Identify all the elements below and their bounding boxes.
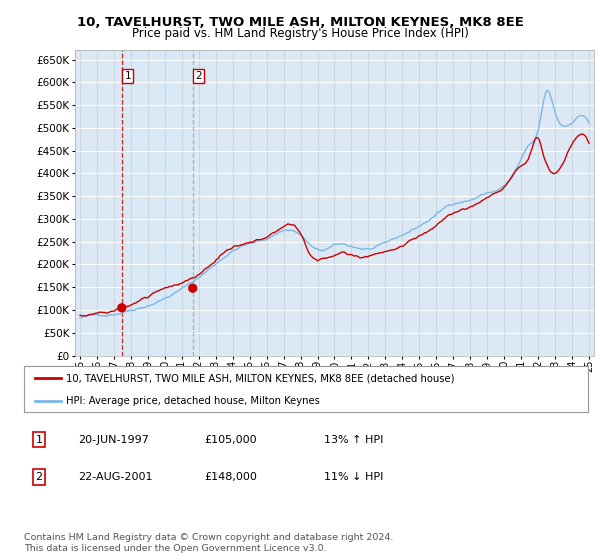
Point [188, 284, 197, 293]
Text: Price paid vs. HM Land Registry's House Price Index (HPI): Price paid vs. HM Land Registry's House … [131, 27, 469, 40]
Text: 2: 2 [35, 472, 43, 482]
Text: 13% ↑ HPI: 13% ↑ HPI [324, 435, 383, 445]
Text: 10, TAVELHURST, TWO MILE ASH, MILTON KEYNES, MK8 8EE: 10, TAVELHURST, TWO MILE ASH, MILTON KEY… [77, 16, 523, 29]
Text: 1: 1 [35, 435, 43, 445]
Text: £148,000: £148,000 [204, 472, 257, 482]
Text: 20-JUN-1997: 20-JUN-1997 [78, 435, 149, 445]
Text: 2: 2 [195, 71, 202, 81]
Bar [122, 50, 193, 356]
Text: £105,000: £105,000 [204, 435, 257, 445]
Text: 22-AUG-2001: 22-AUG-2001 [78, 472, 152, 482]
Point [117, 304, 127, 312]
Text: 10, TAVELHURST, TWO MILE ASH, MILTON KEYNES, MK8 8EE (detached house): 10, TAVELHURST, TWO MILE ASH, MILTON KEY… [66, 373, 455, 383]
Text: 11% ↓ HPI: 11% ↓ HPI [324, 472, 383, 482]
Text: Contains HM Land Registry data © Crown copyright and database right 2024.
This d: Contains HM Land Registry data © Crown c… [24, 533, 394, 553]
Text: HPI: Average price, detached house, Milton Keynes: HPI: Average price, detached house, Milt… [66, 396, 320, 406]
Text: 1: 1 [124, 71, 131, 81]
